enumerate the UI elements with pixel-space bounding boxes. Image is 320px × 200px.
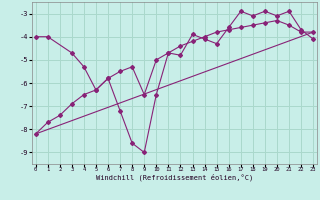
- X-axis label: Windchill (Refroidissement éolien,°C): Windchill (Refroidissement éolien,°C): [96, 174, 253, 181]
